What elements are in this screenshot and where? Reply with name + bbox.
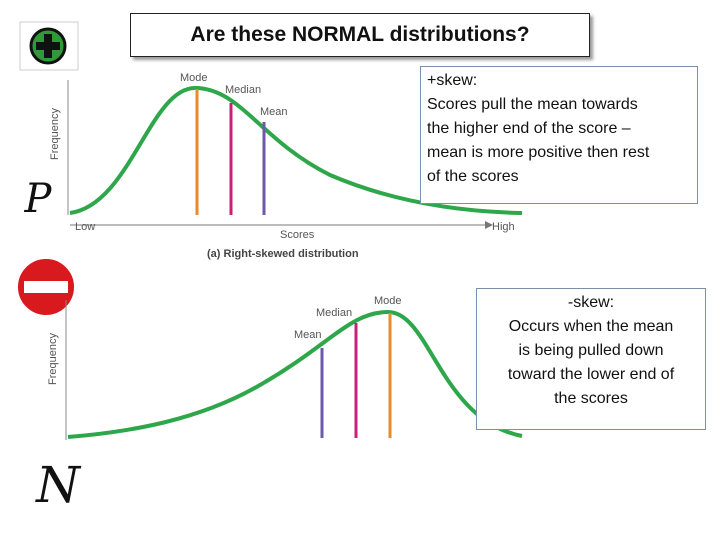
plus-bar [44,34,52,58]
note-line: of the scores [427,168,519,185]
curve [67,309,523,439]
note-line: the higher end of the score – [427,120,631,137]
negative-letter: N [35,456,82,514]
title: Are these NORMAL distributions? [130,13,590,57]
note-line: mean is more positive then rest [427,144,650,161]
minus-bar [24,281,68,293]
y-axis-label: Frequency [47,333,59,385]
median-label: Median [225,84,261,96]
y-axis-label: Frequency [49,108,61,160]
median-label: Median [316,307,352,319]
note-line: toward the lower end of [507,366,675,383]
x-axis-label: Scores [280,229,315,241]
mode-label: Mode [374,295,402,307]
mean-label: Mean [260,106,288,118]
arrow-head [485,221,493,229]
note-line: Scores pull the mean towards [427,96,638,113]
low-label: Low [75,221,95,233]
negative-note: -skew: Occurs when the mean is being pulle… [476,288,706,430]
note-line: -skew: [567,294,615,311]
note-line: the scores [554,390,628,407]
note-line: Occurs when the mean [508,318,674,335]
note-line: +skew: [427,72,478,89]
high-label: High [492,221,515,233]
mean-label: Mean [294,329,322,341]
curve [69,85,523,215]
mode-label: Mode [180,72,208,84]
positive-letter: P [24,176,53,222]
caption: (a) Right-skewed distribution [207,248,359,260]
note-line: is being pulled down [518,342,664,359]
positive-note: +skew: Scores pull the mean towards the hi… [420,66,698,204]
